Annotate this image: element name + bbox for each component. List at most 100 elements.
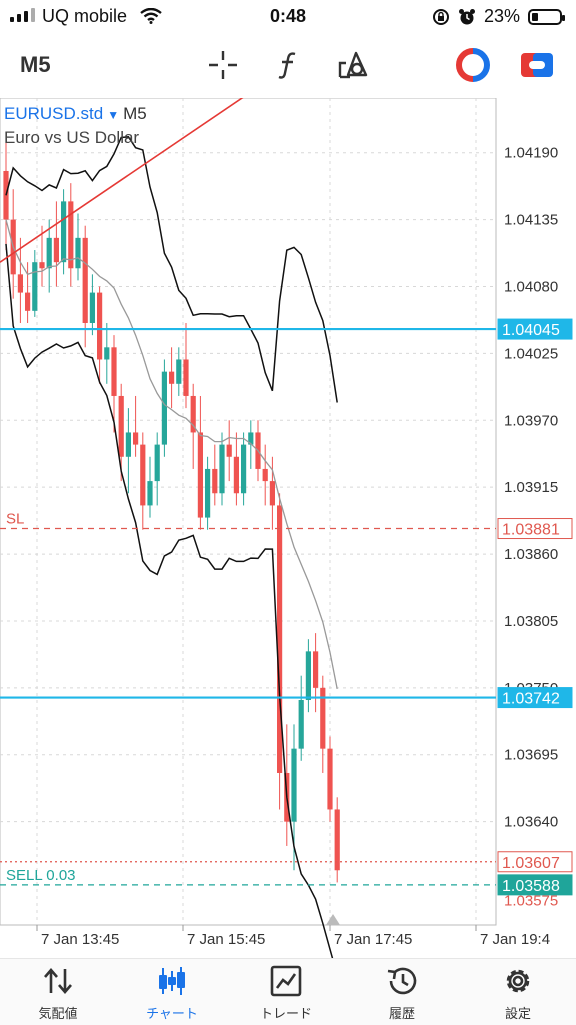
time-tick-label: 7 Jan 13:45 (41, 931, 119, 948)
bottom-navigation: 気配値 チャート トレード 履歴 設定 (0, 958, 576, 1025)
history-icon (354, 963, 450, 999)
price-level-badge (497, 687, 573, 709)
candle-bull (291, 748, 297, 822)
candle-bear (334, 809, 340, 871)
candle-bear (226, 444, 232, 457)
level-text-label: SL (6, 511, 24, 528)
price-level-badge (497, 518, 573, 540)
price-level-badge (497, 851, 573, 873)
function-icon[interactable] (272, 48, 306, 82)
candle-bear (233, 456, 239, 494)
price-tick-label: 1.04190 (504, 145, 558, 162)
level-text-label: SELL 0.03 (6, 867, 76, 884)
battery-icon (528, 8, 565, 25)
price-level-label: 1.03881 (502, 522, 560, 539)
nav-quotes[interactable]: 気配値 (10, 963, 106, 1022)
signal-strength-icon (10, 8, 35, 22)
candle-bull (46, 237, 52, 269)
alarm-icon (458, 8, 475, 24)
nav-label: 履歴 (388, 1006, 415, 1021)
price-tick-label: 1.03575 (504, 893, 558, 910)
clock: 0:48 (269, 6, 307, 26)
candle-bear (197, 432, 203, 518)
current-bar-marker (326, 914, 340, 925)
trade-panel-icon[interactable] (520, 48, 554, 82)
price-level-label: 1.03607 (502, 855, 560, 872)
nav-label: トレード (259, 1006, 312, 1021)
chart-toolbar: M5 (0, 34, 576, 96)
candle-bear (53, 237, 59, 263)
nav-chart[interactable]: チャート (124, 963, 220, 1022)
candle-bear (97, 292, 103, 360)
candle-bear (111, 347, 117, 396)
price-level-label: 1.03588 (502, 878, 560, 895)
candle-bear (17, 274, 23, 293)
time-tick-label: 7 Jan 15:45 (187, 931, 265, 948)
price-tick-label: 1.03915 (504, 479, 558, 496)
candle-bear (118, 395, 124, 457)
price-tick-label: 1.04025 (504, 345, 558, 362)
candle-bull (125, 432, 131, 457)
nav-label: 設定 (504, 1006, 531, 1021)
time-tick-label: 7 Jan 19:4 (480, 931, 550, 948)
nav-settings[interactable]: 設定 (470, 963, 566, 1022)
one-click-trading-icon[interactable] (456, 48, 490, 82)
chart-symbol-label[interactable]: EURUSD.std ▼ M5 (4, 104, 147, 124)
candle-bear (320, 687, 326, 749)
candle-bear (212, 468, 218, 494)
quotes-arrows-icon (10, 963, 106, 999)
candle-bear (269, 481, 275, 506)
battery-percent: 23% (483, 6, 520, 26)
timeframe-selector[interactable]: M5 (20, 52, 51, 77)
candle-bear (262, 468, 268, 482)
candle-bull (205, 468, 211, 518)
candle-bear (190, 395, 196, 433)
candle-bear (68, 201, 74, 269)
candle-bull (75, 237, 81, 269)
candle-bear (327, 748, 333, 810)
candle-bear (82, 237, 88, 323)
crosshair-icon[interactable] (206, 48, 240, 82)
lower-band-line (5, 243, 334, 958)
price-tick-label: 1.03805 (504, 613, 558, 630)
symbol-name: EURUSD.std (4, 104, 104, 123)
price-level-label: 1.03742 (502, 691, 560, 708)
candle-bull (176, 359, 182, 384)
gear-icon (470, 963, 566, 999)
candle-bull (305, 651, 311, 701)
price-tick-label: 1.04080 (504, 279, 558, 296)
symbol-description: Euro vs US Dollar (4, 128, 140, 147)
candle-bear (133, 432, 139, 445)
price-level-badge (497, 874, 573, 896)
symbol-dropdown-icon: ▼ (107, 108, 120, 122)
candle-bear (25, 292, 31, 311)
plot-frame (0, 98, 497, 926)
nav-trade[interactable]: トレード (238, 963, 334, 1022)
price-tick-label: 1.03640 (504, 814, 558, 831)
price-tick-label: 1.03695 (504, 747, 558, 764)
price-tick-label: 1.03860 (504, 546, 558, 563)
price-level-badge (497, 318, 573, 340)
candle-bear (183, 359, 189, 396)
candle-bull (219, 444, 225, 494)
nav-label: 気配値 (38, 1006, 78, 1021)
candle-bull (241, 444, 247, 494)
candle-bull (32, 262, 38, 311)
candle-bull (154, 444, 160, 482)
candle-bear (277, 505, 283, 773)
candle-bear (39, 262, 45, 269)
candle-bull (61, 201, 67, 263)
nav-history[interactable]: 履歴 (354, 963, 450, 1022)
trendline (0, 98, 244, 263)
candle-bull (89, 292, 95, 323)
wifi-icon (140, 8, 162, 24)
rotation-lock-icon (432, 8, 449, 25)
carrier-name: UQ mobile (42, 6, 128, 26)
price-chart[interactable]: 1.04190 1.04135 1.04080 1.04025 1.03970 1.039… (0, 98, 576, 958)
candle-bull (298, 700, 304, 749)
status-bar: UQ mobile 0:48 23% (0, 0, 576, 34)
candle-bear (140, 444, 146, 506)
middle-band-line (5, 219, 338, 690)
price-tick-label: 1.04135 (504, 212, 558, 229)
objects-icon[interactable] (336, 48, 370, 82)
